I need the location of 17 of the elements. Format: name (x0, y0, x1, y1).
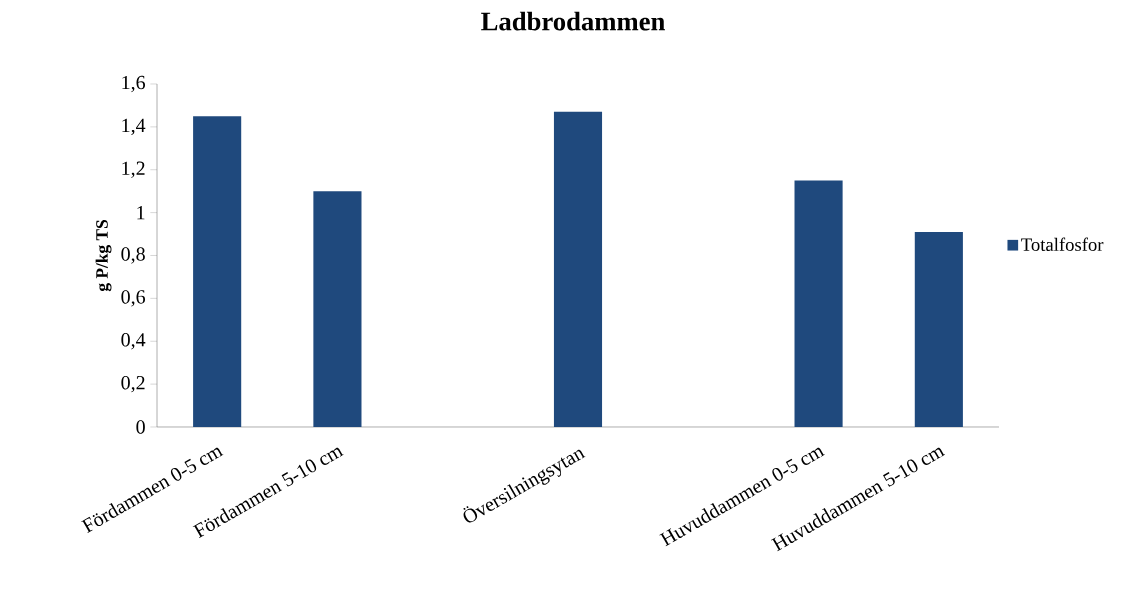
y-tick-label: 1,4 (122, 118, 146, 136)
y-tick-label: 0,6 (121, 290, 146, 307)
y-tick-label: 0,4 (121, 333, 146, 350)
chart-title: Ladbrodammen (481, 11, 665, 31)
y-tick-label: 1,2 (122, 161, 145, 178)
bar (193, 116, 242, 427)
y-tick-label: 0,2 (121, 375, 145, 393)
bar (313, 191, 362, 427)
y-tick-label: 0,8 (121, 247, 145, 264)
bar (553, 111, 603, 427)
bar (914, 231, 963, 427)
y-tick-label: 1 (137, 206, 145, 220)
bar (794, 180, 843, 427)
legend-label: Totalfosfor (1021, 237, 1104, 251)
y-tick-label: 1,6 (122, 75, 146, 93)
y-tick-label: 0 (136, 420, 145, 434)
y-axis-title: g P/kg TS (95, 220, 112, 292)
